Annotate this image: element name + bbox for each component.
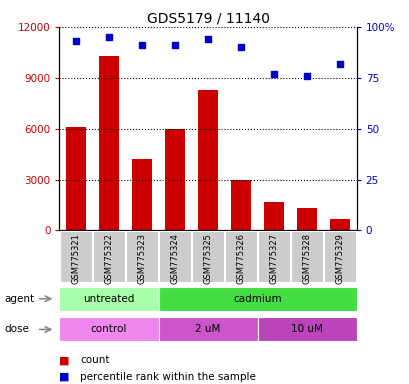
Point: [204, 36, 211, 42]
Point: [72, 38, 79, 44]
Bar: [263, 202, 283, 230]
Text: GSM775322: GSM775322: [104, 233, 113, 284]
Text: GSM775327: GSM775327: [269, 233, 278, 284]
Bar: [297, 209, 316, 230]
Point: [237, 44, 244, 50]
Text: untreated: untreated: [83, 294, 134, 304]
Bar: [290, 231, 322, 282]
Text: GSM775323: GSM775323: [137, 233, 146, 284]
Bar: [257, 318, 356, 341]
Text: GSM775328: GSM775328: [302, 233, 311, 284]
Text: ■: ■: [59, 355, 73, 365]
Text: count: count: [80, 355, 109, 365]
Text: GSM775325: GSM775325: [203, 233, 212, 284]
Bar: [59, 318, 158, 341]
Bar: [66, 127, 85, 230]
Bar: [330, 219, 349, 230]
Bar: [93, 231, 124, 282]
Bar: [165, 129, 184, 230]
Text: dose: dose: [4, 324, 29, 334]
Text: cadmium: cadmium: [233, 294, 281, 304]
Bar: [158, 287, 356, 311]
Title: GDS5179 / 11140: GDS5179 / 11140: [146, 12, 269, 26]
Text: GSM775329: GSM775329: [335, 233, 344, 284]
Text: GSM775321: GSM775321: [71, 233, 80, 284]
Text: control: control: [90, 324, 127, 334]
Point: [303, 73, 310, 79]
Bar: [126, 231, 157, 282]
Bar: [198, 89, 218, 230]
Point: [106, 34, 112, 40]
Bar: [158, 318, 257, 341]
Bar: [132, 159, 152, 230]
Text: GSM775326: GSM775326: [236, 233, 245, 284]
Text: agent: agent: [4, 294, 34, 304]
Bar: [60, 231, 92, 282]
Point: [138, 42, 145, 48]
Point: [336, 60, 343, 66]
Bar: [99, 56, 119, 230]
Text: ■: ■: [59, 372, 73, 382]
Text: percentile rank within the sample: percentile rank within the sample: [80, 372, 255, 382]
Bar: [324, 231, 355, 282]
Bar: [258, 231, 289, 282]
Point: [270, 71, 277, 77]
Text: GSM775324: GSM775324: [170, 233, 179, 284]
Text: 10 uM: 10 uM: [290, 324, 322, 334]
Bar: [192, 231, 223, 282]
Text: 2 uM: 2 uM: [195, 324, 220, 334]
Bar: [59, 287, 158, 311]
Bar: [225, 231, 256, 282]
Bar: [231, 180, 250, 230]
Point: [171, 42, 178, 48]
Bar: [159, 231, 191, 282]
